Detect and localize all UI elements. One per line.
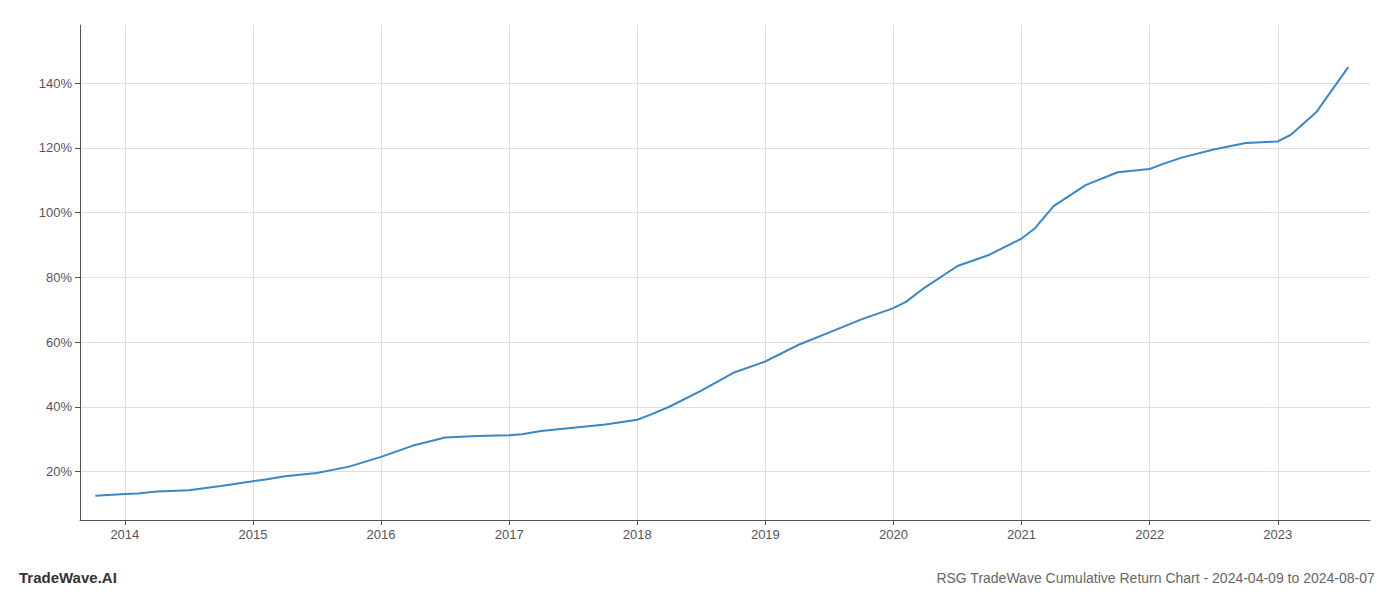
svg-text:100%: 100% xyxy=(39,205,73,220)
svg-text:2020: 2020 xyxy=(879,527,908,542)
svg-text:2019: 2019 xyxy=(751,527,780,542)
svg-text:2022: 2022 xyxy=(1135,527,1164,542)
svg-text:2015: 2015 xyxy=(238,527,267,542)
svg-text:140%: 140% xyxy=(39,76,73,91)
svg-text:2017: 2017 xyxy=(495,527,524,542)
svg-text:40%: 40% xyxy=(46,399,72,414)
svg-text:80%: 80% xyxy=(46,270,72,285)
svg-text:120%: 120% xyxy=(39,140,73,155)
svg-text:60%: 60% xyxy=(46,335,72,350)
svg-text:2021: 2021 xyxy=(1007,527,1036,542)
svg-text:2016: 2016 xyxy=(367,527,396,542)
svg-text:2018: 2018 xyxy=(623,527,652,542)
svg-text:20%: 20% xyxy=(46,464,72,479)
svg-text:2023: 2023 xyxy=(1263,527,1292,542)
svg-text:TradeWave.AI: TradeWave.AI xyxy=(19,569,117,586)
svg-text:RSG TradeWave Cumulative Retur: RSG TradeWave Cumulative Return Chart - … xyxy=(936,570,1375,586)
svg-text:2014: 2014 xyxy=(110,527,139,542)
